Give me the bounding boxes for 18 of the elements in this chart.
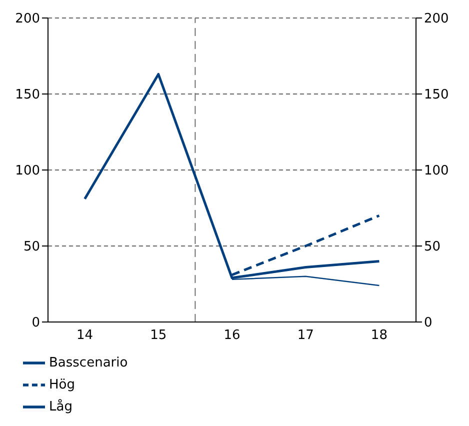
y2-tick-label: 150 [424,88,449,103]
x-tick-label: 16 [224,328,240,344]
legend-label: Hög [49,378,75,393]
x-tick-label: 14 [76,328,94,344]
y2-tick-label: 200 [424,12,449,27]
legend-label: Basscenario [49,356,128,371]
y2-tick-label: 0 [424,316,432,331]
y2-tick-label: 100 [424,164,449,179]
y-tick-label: 150 [15,88,40,103]
y-tick-label: 0 [32,316,40,331]
y-tick-label: 200 [15,12,40,27]
y-tick-label: 100 [15,164,40,179]
x-tick-label: 18 [370,328,388,344]
y2-tick-label: 50 [424,240,441,255]
y-tick-label: 50 [23,240,40,255]
x-tick-label: 17 [297,328,314,344]
x-tick-label: 15 [150,328,167,344]
legend-label: Låg [49,400,72,415]
